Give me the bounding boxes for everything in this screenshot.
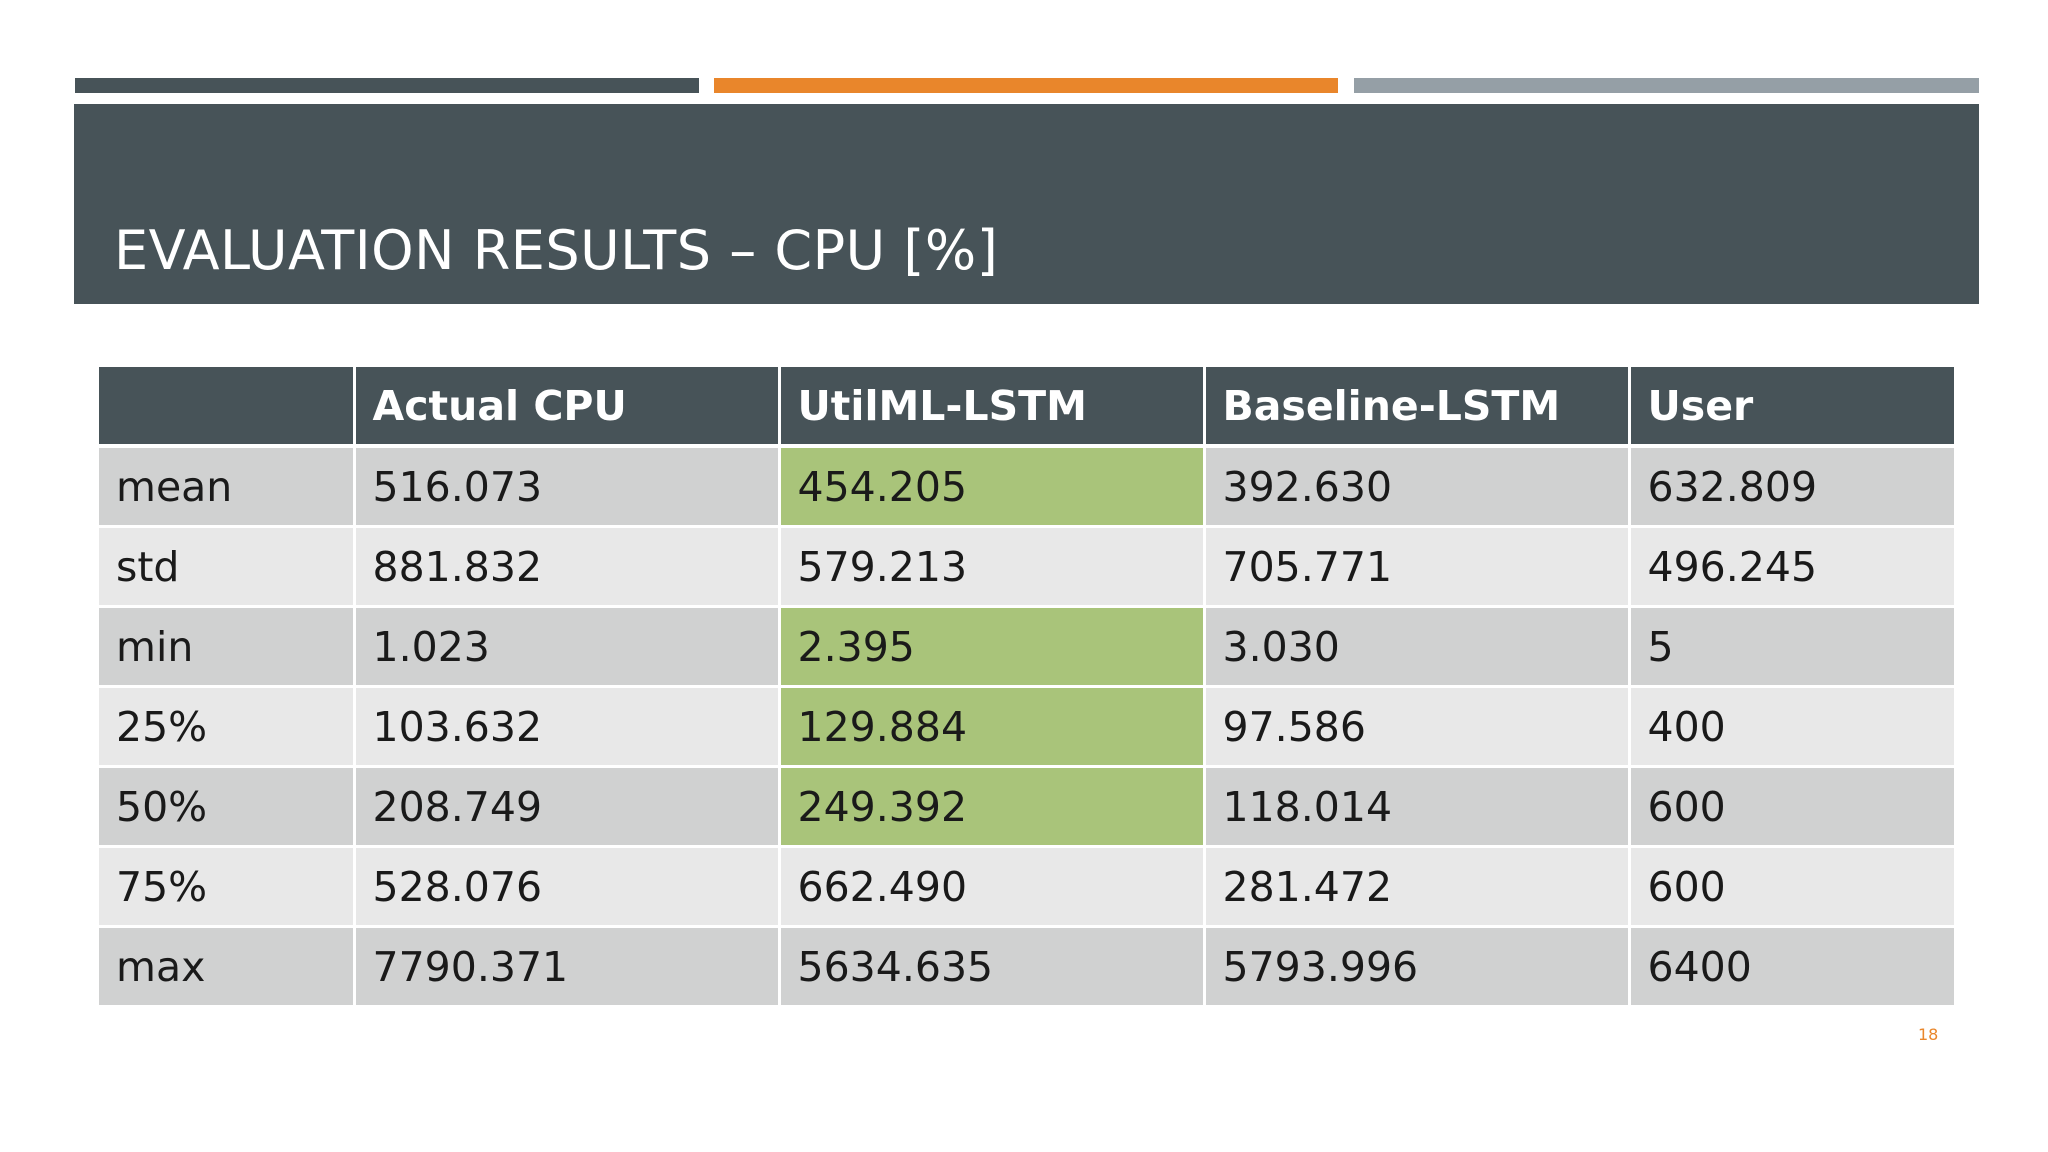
page-number: 18 xyxy=(1918,1025,1939,1044)
table-row: std 881.832 579.213 705.771 496.245 xyxy=(99,526,1954,608)
table-header-row: Actual CPU UtilML-LSTM Baseline-LSTM Use… xyxy=(99,367,1954,448)
table-cell: 5 xyxy=(1629,606,1954,688)
table-cell: 208.749 xyxy=(354,766,781,848)
table-cell: 6400 xyxy=(1629,926,1954,1008)
table-cell: 516.073 xyxy=(354,446,781,528)
table-cell: 705.771 xyxy=(1204,526,1631,608)
table-cell: 118.014 xyxy=(1204,766,1631,848)
table-cell: 579.213 xyxy=(779,526,1206,608)
table-cell: 528.076 xyxy=(354,846,781,928)
table-row: max 7790.371 5634.635 5793.996 6400 xyxy=(99,926,1954,1008)
row-label: max xyxy=(99,926,356,1008)
table-row: min 1.023 2.395 3.030 5 xyxy=(99,606,1954,688)
table-row: 25% 103.632 129.884 97.586 400 xyxy=(99,686,1954,768)
accent-bar-orange xyxy=(714,78,1338,93)
table-cell: 97.586 xyxy=(1204,686,1631,768)
table-cell: 400 xyxy=(1629,686,1954,768)
title-band: EVALUATION RESULTS – CPU [%] xyxy=(74,104,1979,304)
table-cell: 632.809 xyxy=(1629,446,1954,528)
table-cell: 2.395 xyxy=(779,606,1206,688)
header-cell-actual-cpu: Actual CPU xyxy=(354,367,781,448)
table-cell: 454.205 xyxy=(779,446,1206,528)
row-label: 75% xyxy=(99,846,356,928)
row-label: std xyxy=(99,526,356,608)
table-cell: 5634.635 xyxy=(779,926,1206,1008)
header-cell-utilml-lstm: UtilML-LSTM xyxy=(779,367,1206,448)
table-cell: 662.490 xyxy=(779,846,1206,928)
row-label: mean xyxy=(99,446,356,528)
row-label: 25% xyxy=(99,686,356,768)
table-cell: 129.884 xyxy=(779,686,1206,768)
table-cell: 600 xyxy=(1629,846,1954,928)
row-label: min xyxy=(99,606,356,688)
table-cell: 249.392 xyxy=(779,766,1206,848)
table-cell: 496.245 xyxy=(1629,526,1954,608)
table-cell: 1.023 xyxy=(354,606,781,688)
accent-bar-gray xyxy=(1354,78,1979,93)
slide-title: EVALUATION RESULTS – CPU [%] xyxy=(114,219,999,282)
table-cell: 392.630 xyxy=(1204,446,1631,528)
accent-bar-dark xyxy=(75,78,699,93)
table-cell: 3.030 xyxy=(1204,606,1631,688)
table-cell: 7790.371 xyxy=(354,926,781,1008)
table-cell: 5793.996 xyxy=(1204,926,1631,1008)
table-cell: 281.472 xyxy=(1204,846,1631,928)
header-cell-baseline-lstm: Baseline-LSTM xyxy=(1204,367,1631,448)
row-label: 50% xyxy=(99,766,356,848)
results-table: Actual CPU UtilML-LSTM Baseline-LSTM Use… xyxy=(99,367,1954,1008)
header-cell-empty xyxy=(99,367,356,448)
table-row: 50% 208.749 249.392 118.014 600 xyxy=(99,766,1954,848)
table-row: mean 516.073 454.205 392.630 632.809 xyxy=(99,446,1954,528)
table-row: 75% 528.076 662.490 281.472 600 xyxy=(99,846,1954,928)
table-cell: 881.832 xyxy=(354,526,781,608)
header-cell-user: User xyxy=(1629,367,1954,448)
table-cell: 600 xyxy=(1629,766,1954,848)
table-cell: 103.632 xyxy=(354,686,781,768)
